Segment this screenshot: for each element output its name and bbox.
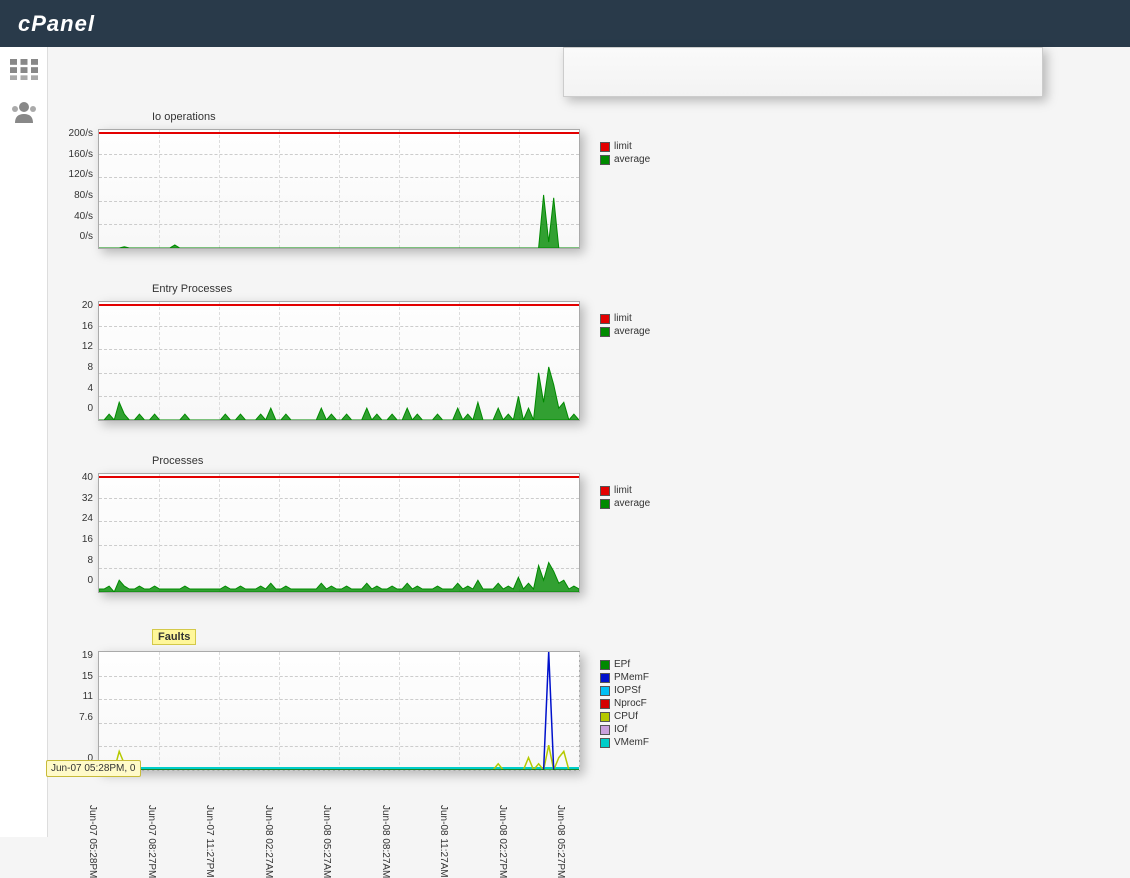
main-content: Io operations 200/s160/s120/s80/s40/s0/s l… [48,47,1130,837]
legend-item: average [600,154,650,165]
legend: limit average [600,141,650,167]
plot-area[interactable] [98,301,580,421]
header: cPanel [0,0,1130,47]
partial-chart-top [563,47,1043,97]
yaxis: 200/s160/s120/s80/s40/s0/s [48,129,98,253]
legend-item: PMemF [600,672,649,683]
legend-item: NprocF [600,698,649,709]
legend-item: IOPSf [600,685,649,696]
plot-area[interactable] [98,473,580,593]
legend-item: average [600,498,650,509]
legend-item: VMemF [600,737,649,748]
yaxis: 201612840 [48,301,98,425]
legend: limit average [600,485,650,511]
chart-title: Entry Processes [152,283,650,295]
legend: limit average [600,313,650,339]
plot-area[interactable]: Jun-07 05:28PM, 0 [98,651,580,771]
chart-io: Io operations 200/s160/s120/s80/s40/s0/s l… [48,111,650,253]
users-icon[interactable] [10,101,38,123]
yaxis: 4032241680 [48,473,98,597]
legend-item: CPUf [600,711,649,722]
chart-ep: Entry Processes 201612840 limit average [48,283,650,425]
chart-title: Faults [152,629,196,645]
legend-item: limit [600,141,650,152]
plot-area[interactable] [98,129,580,249]
grid-icon[interactable] [10,59,38,81]
xaxis: Jun-07 05:28PMJun-07 08:27PMJun-07 11:27… [98,805,580,816]
cpanel-logo: cPanel [18,11,95,37]
legend: EPf PMemF IOPSf NprocF CPUf IOf VMemF [600,659,649,750]
chart-faults: Faults 1915117.60Jun-07 05:28PM, 0 EPf PMem… [48,627,650,775]
legend-item: limit [600,485,650,496]
legend-item: limit [600,313,650,324]
chart-tooltip: Jun-07 05:28PM, 0 [46,760,141,777]
chart-title: Io operations [152,111,650,123]
chart-proc: Processes 4032241680 limit average [48,455,650,597]
legend-item: IOf [600,724,649,735]
yaxis: 1915117.60 [48,651,98,775]
legend-item: EPf [600,659,649,670]
legend-item: average [600,326,650,337]
sidebar [0,47,48,837]
chart-title: Processes [152,455,650,467]
